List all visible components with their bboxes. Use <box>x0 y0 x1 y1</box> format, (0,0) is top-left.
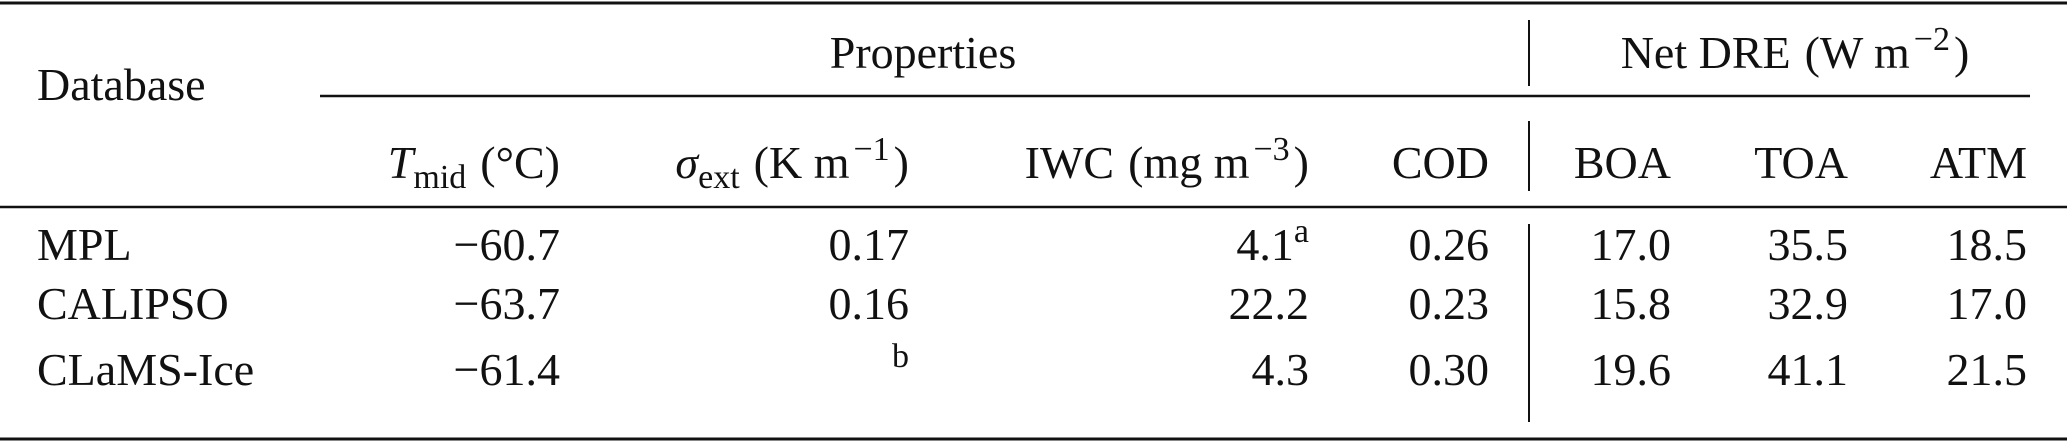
cell: 17.0 <box>1947 278 2028 329</box>
cell: −61.4 <box>454 344 560 395</box>
cell: 4.1a <box>1236 213 1309 270</box>
header-symbol: ATM <box>1930 137 2027 188</box>
column-header: TOA <box>1754 137 1848 188</box>
header-unit: (°C) <box>480 137 560 188</box>
header-unit: (mg m <box>1128 137 1250 188</box>
row-label: CALIPSO <box>37 278 229 329</box>
footnote-marker: a <box>1294 213 1309 250</box>
cell: 18.5 <box>1947 219 2028 270</box>
cell: 4.3 <box>1252 344 1310 395</box>
header-superscript: −1 <box>853 131 889 168</box>
footnote-marker: b <box>892 338 909 375</box>
cell: 0.23 <box>1409 278 1490 329</box>
header-superscript: −2 <box>1914 21 1950 58</box>
cell: 0.17 <box>829 219 910 270</box>
cell: 0.26 <box>1409 219 1490 270</box>
row-label: MPL <box>37 219 132 270</box>
cell-value: 4.1 <box>1236 219 1294 270</box>
header-unit: (W m <box>1805 27 1910 78</box>
column-header: IWC (mg m −3) <box>1025 131 1309 188</box>
header-symbol: BOA <box>1574 137 1671 188</box>
header-symbol: IWC <box>1025 137 1114 188</box>
column-header: Net DRE (W m −2) <box>1621 21 1970 78</box>
header-close: ) <box>1294 137 1309 188</box>
header-unit: (K m <box>754 137 850 188</box>
column-header: Tmid (°C) <box>388 137 560 196</box>
cell: 32.9 <box>1768 278 1849 329</box>
header-symbol: TOA <box>1754 137 1848 188</box>
cell: 17.0 <box>1591 219 1672 270</box>
header-subscript: mid <box>413 159 466 196</box>
row-label: CLaMS-Ice <box>37 344 254 395</box>
cell: b <box>892 338 909 375</box>
column-header: COD <box>1392 137 1489 188</box>
cell: 22.2 <box>1229 278 1310 329</box>
header-symbol: Net DRE <box>1621 27 1791 78</box>
cell: −60.7 <box>454 219 560 270</box>
header-symbol: COD <box>1392 137 1489 188</box>
header-symbol: T <box>388 137 417 188</box>
database-header: Database <box>37 59 206 110</box>
cell: 15.8 <box>1591 278 1672 329</box>
cell: 21.5 <box>1947 344 2028 395</box>
header-symbol: σ <box>675 137 700 188</box>
header-close: ) <box>1954 27 1969 78</box>
column-header: σext (K m −1) <box>675 131 909 196</box>
column-header: ATM <box>1930 137 2027 188</box>
header-close: ) <box>894 137 909 188</box>
cell: 0.16 <box>829 278 910 329</box>
cell: 0.30 <box>1409 344 1490 395</box>
column-header: BOA <box>1574 137 1671 188</box>
header-superscript: −3 <box>1253 131 1289 168</box>
cell: 35.5 <box>1768 219 1849 270</box>
cell: 41.1 <box>1768 344 1849 395</box>
cell: 19.6 <box>1591 344 1672 395</box>
header-subscript: ext <box>698 159 740 196</box>
properties-header: Properties <box>830 27 1017 78</box>
cell: −63.7 <box>454 278 560 329</box>
